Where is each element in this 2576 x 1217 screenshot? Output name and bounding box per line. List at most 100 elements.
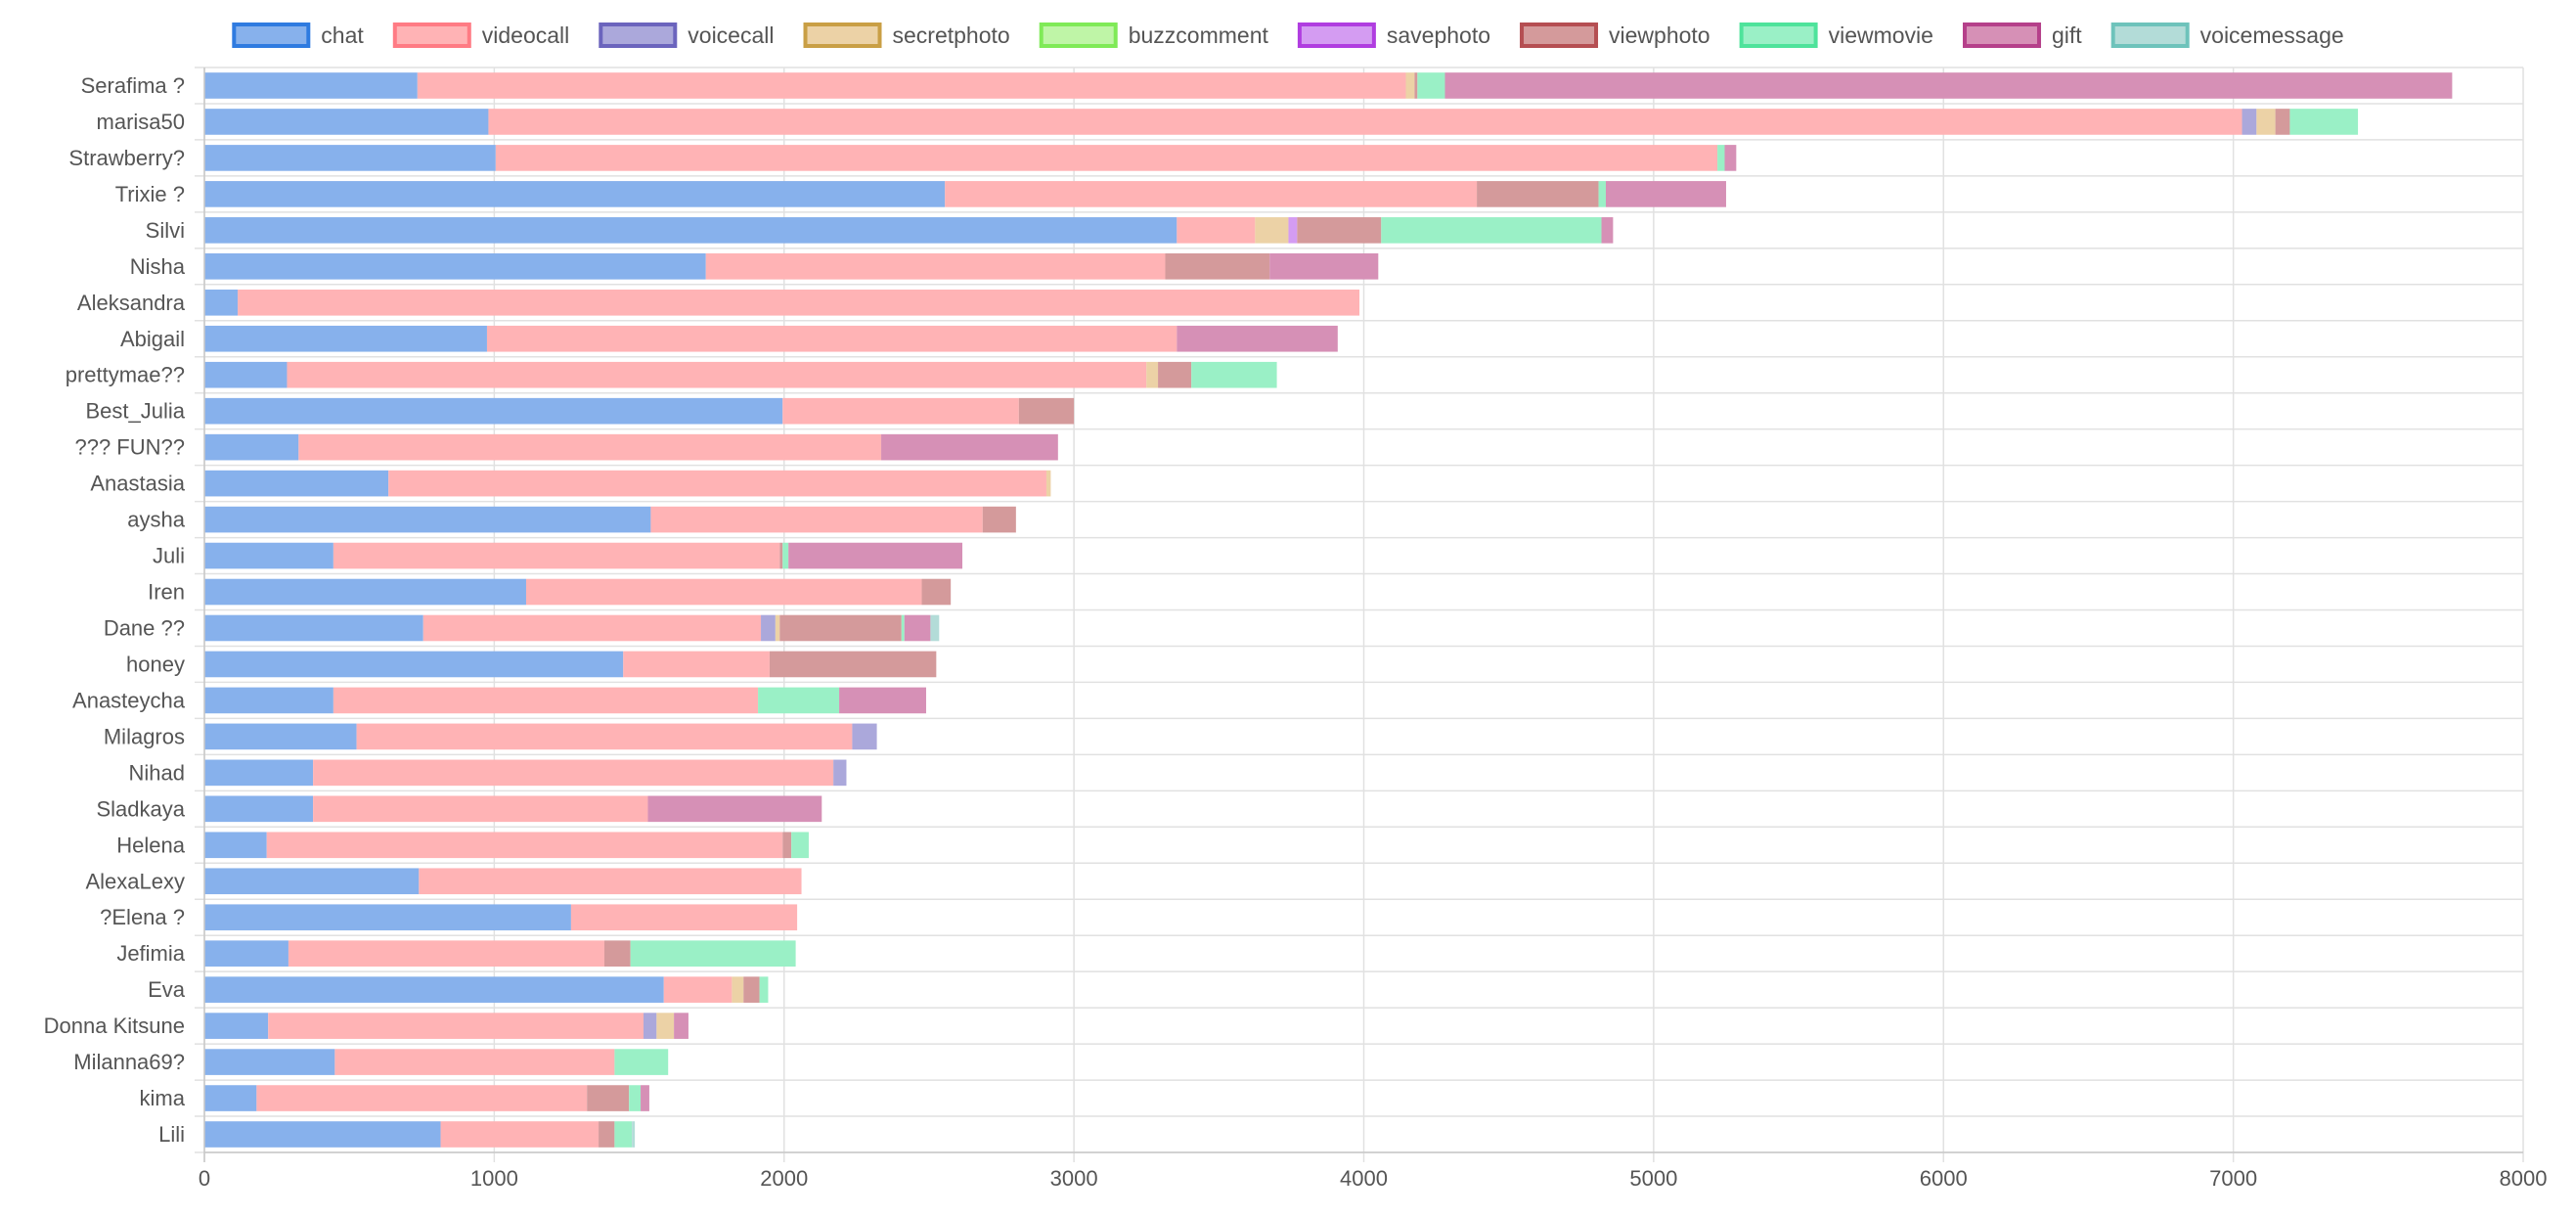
bar-videocall (288, 940, 604, 967)
legend-label: savephoto (1387, 23, 1490, 48)
y-tick-label: Iren (148, 580, 185, 605)
bar-videocall (334, 1049, 615, 1075)
legend-label: gift (2052, 23, 2082, 48)
bar-viewphoto (603, 940, 631, 967)
bar-viewmovie (614, 1049, 669, 1075)
y-tick-label: Milagros (104, 724, 185, 748)
legend-swatch (2110, 23, 2190, 48)
bar-secretphoto (1045, 470, 1051, 497)
y-tick-label: Dane ?? (104, 615, 185, 640)
legend-item-chat[interactable]: chat (232, 23, 364, 48)
bar-chat (204, 253, 706, 280)
bar-viewmovie (629, 1085, 642, 1111)
bar-videocall (663, 976, 733, 1003)
legend-swatch (1739, 23, 1818, 48)
bar-gift (1601, 217, 1614, 244)
bar-videocall (356, 723, 853, 750)
bar-chat (204, 361, 288, 388)
bar-gift (1177, 325, 1338, 352)
y-tick-label: Helena (116, 833, 185, 857)
bar-gift (647, 795, 822, 823)
bar-chat (204, 145, 496, 171)
bar-viewphoto (1414, 72, 1418, 99)
bar-viewmovie (782, 542, 789, 569)
bar-videocall (650, 506, 983, 533)
bar-chat (204, 1121, 441, 1148)
legend-label: voicecall (688, 23, 774, 48)
bar-videocall (488, 109, 2243, 135)
bar-secretphoto (1146, 361, 1159, 388)
bar-chat (204, 72, 418, 99)
y-tick-label: honey (126, 652, 185, 676)
y-tick-label: Lili (158, 1122, 185, 1147)
legend-label: viewmovie (1829, 23, 1933, 48)
legend-item-buzzcomment[interactable]: buzzcomment (1039, 23, 1269, 48)
legend: chat videocall voicecall secretphoto buzzcom… (232, 23, 2344, 48)
bar-videocall (313, 795, 648, 823)
legend-item-savephoto[interactable]: savephoto (1297, 23, 1490, 48)
bar-voicecall (761, 614, 776, 642)
legend-item-voicemessage[interactable]: voicemessage (2110, 23, 2344, 48)
y-tick-label: Anastasia (90, 472, 185, 496)
bar-voicecall (644, 1013, 657, 1039)
legend-swatch (1520, 23, 1599, 48)
bar-gift (1444, 72, 2453, 99)
bar-chat (204, 687, 333, 714)
bar-chat (204, 795, 314, 823)
bar-gift (788, 542, 963, 569)
y-tick-label: Aleksandra (77, 291, 186, 315)
bar-chat (204, 651, 624, 678)
bar-viewphoto (1018, 397, 1075, 425)
bar-viewmovie (1417, 72, 1445, 99)
bar-videocall (945, 181, 1478, 207)
bar-videocall (486, 325, 1177, 352)
bar-chat (204, 217, 1177, 244)
bar-gift (839, 687, 926, 714)
bar-secretphoto (1405, 72, 1415, 99)
legend-swatch (392, 23, 471, 48)
y-tick-label: kima (140, 1086, 186, 1110)
bar-viewmovie (614, 1121, 633, 1148)
bar-chat (204, 325, 487, 352)
bar-chat (204, 976, 664, 1003)
bar-chat (204, 181, 946, 207)
bar-viewmovie (791, 832, 809, 859)
legend-item-viewphoto[interactable]: viewphoto (1520, 23, 1710, 48)
bar-viewmovie (630, 940, 796, 967)
x-tick-label: 7000 (2209, 1166, 2257, 1191)
y-tick-label: marisa50 (97, 110, 185, 134)
bar-chat (204, 1049, 335, 1075)
bar-videocall (422, 614, 762, 642)
bar-viewphoto (779, 542, 783, 569)
x-tick-label: 6000 (1920, 1166, 1968, 1191)
bar-videocall (256, 1085, 588, 1111)
bar-videocall (623, 651, 770, 678)
bar-chat (204, 904, 571, 931)
y-tick-label: Abigail (120, 327, 185, 351)
legend-item-viewmovie[interactable]: viewmovie (1739, 23, 1933, 48)
y-tick-label: aysha (127, 508, 185, 532)
bar-viewphoto (599, 1121, 615, 1148)
bar-gift (1605, 181, 1726, 207)
bar-chat (204, 289, 239, 316)
bar-videocall (525, 578, 922, 606)
bar-chat (204, 397, 783, 425)
bar-viewphoto (743, 976, 760, 1003)
legend-item-gift[interactable]: gift (1962, 23, 2082, 48)
x-tick-label: 0 (199, 1166, 210, 1191)
legend-item-voicecall[interactable]: voicecall (599, 23, 775, 48)
bar-viewmovie (901, 614, 905, 642)
bar-viewphoto (782, 832, 792, 859)
bar-viewphoto (769, 651, 937, 678)
legend-item-secretphoto[interactable]: secretphoto (803, 23, 1010, 48)
bars (204, 72, 2453, 1148)
y-tick-label: Sladkaya (96, 796, 185, 821)
bar-videocall (570, 904, 798, 931)
y-tick-label: Nisha (130, 254, 186, 279)
bar-chat (204, 506, 651, 533)
bar-gift (904, 614, 931, 642)
legend-label: chat (321, 23, 364, 48)
legend-item-videocall[interactable]: videocall (392, 23, 570, 48)
bar-viewphoto (587, 1085, 630, 1111)
